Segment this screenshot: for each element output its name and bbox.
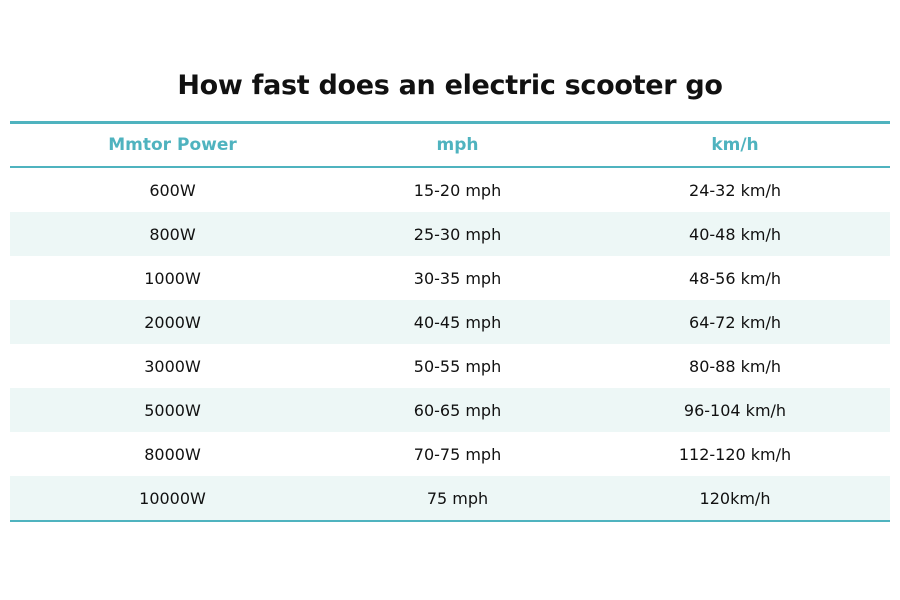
table-cell: 24-32 km/h [689,180,781,200]
table-cell: 600W [149,180,196,200]
table-cell: 25-30 mph [335,212,580,256]
table-cell: 2000W [10,300,335,344]
table-cell: 5000W [10,388,335,432]
table-cell: 3000W [144,356,201,376]
header-cell: Mmtor Power [10,122,335,168]
table-cell: 96-104 km/h [580,388,890,432]
table-row: 8000W 70-75 mph 112-120 km/h [10,432,890,476]
table-cell: 30-35 mph [413,268,502,288]
table-row: 10000W 75 mph 120km/h [10,476,890,521]
table-row: 800W 25-30 mph 40-48 km/h [10,212,890,256]
speed-table: Mmtor Power mph km/h 600W 15-20 mph 24-32 km… [10,121,890,522]
table-cell: 50-55 mph [413,356,502,376]
header-row: Mmtor Power mph km/h [10,122,890,168]
table-cell: 40-48 km/h [580,212,890,256]
table-cell: 800W [10,212,335,256]
table-cell: 10000W [10,476,335,521]
table-cell: 75 mph [335,476,580,521]
table-row: 5000W 60-65 mph 96-104 km/h [10,388,890,432]
header-cell: mph [335,122,580,168]
table-cell: 40-45 mph [335,300,580,344]
table-cell: 15-20 mph [413,180,502,200]
table-row: 2000W 40-45 mph 64-72 km/h [10,300,890,344]
table-row: 1000W 30-35 mph 48-56 km/h [10,256,890,300]
title: How fast does an electric scooter go [177,70,723,101]
table-cell: 48-56 km/h [689,268,781,288]
table-cell: 80-88 km/h [689,356,781,376]
table-row: 3000W 50-55 mph 80-88 km/h [10,344,890,388]
table-cell: 8000W [144,444,201,464]
table-cell: 1000W [144,268,201,288]
table-cell: 120km/h [580,476,890,521]
table-cell: 64-72 km/h [580,300,890,344]
table-body: 600W 15-20 mph 24-32 km/h 800W 25-30 mph 40-4… [10,167,890,521]
table-cell: 112-120 km/h [678,444,792,464]
header-cell: km/h [580,122,890,168]
table-cell: 70-75 mph [413,444,502,464]
table-row: 600W 15-20 mph 24-32 km/h [10,167,890,212]
table-cell: 60-65 mph [335,388,580,432]
